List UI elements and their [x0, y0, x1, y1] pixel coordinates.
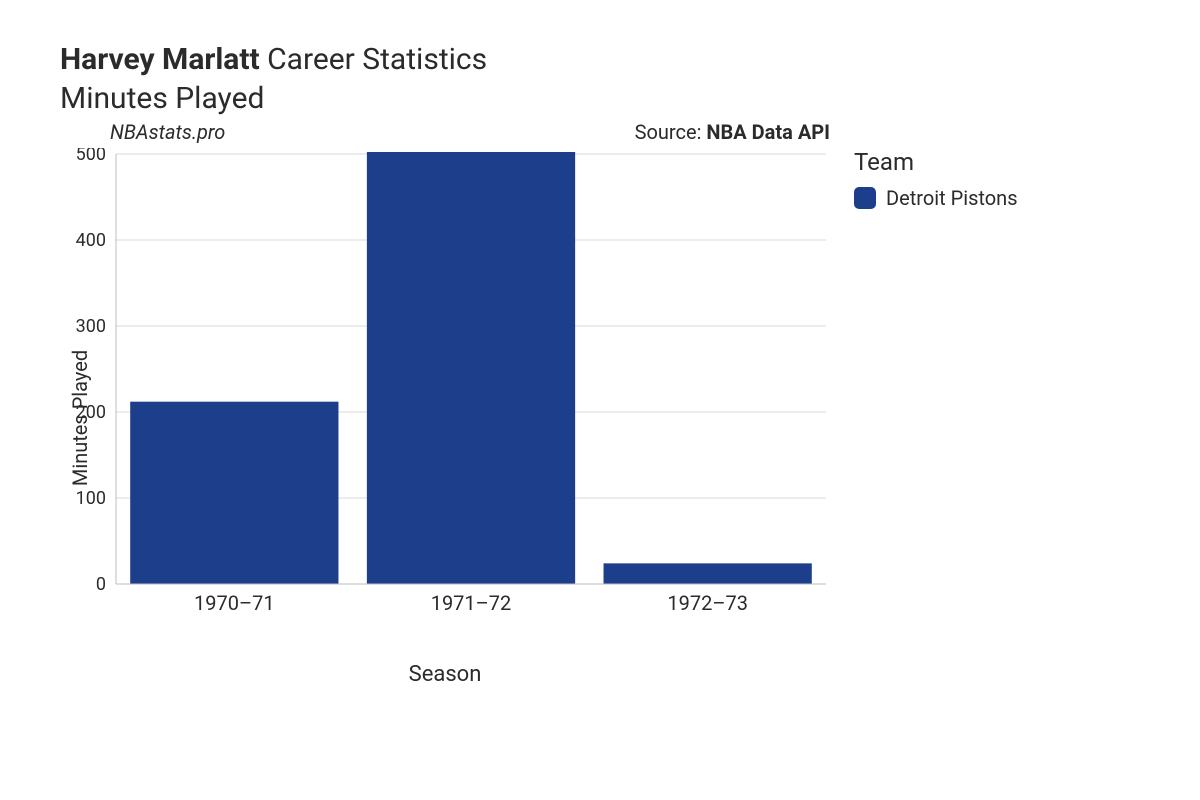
category-label: 1970–71	[194, 591, 275, 615]
bar	[130, 402, 338, 584]
player-name: Harvey Marlatt	[60, 42, 260, 77]
source-name: NBA Data API	[706, 120, 830, 144]
source-label: Source:	[635, 120, 707, 144]
category-label: 1972–73	[667, 591, 748, 615]
bar-chart-plot: 01002003004005001970–711971–721972–73	[60, 148, 830, 618]
svg-text:500: 500	[76, 148, 106, 165]
legend-title: Team	[854, 148, 1018, 176]
title-subtitle: Minutes Played	[60, 79, 1160, 118]
bar	[604, 563, 812, 584]
svg-text:100: 100	[76, 488, 106, 509]
category-label: 1971–72	[431, 591, 512, 615]
annotation-row: NBAstats.pro Source: NBA Data API	[60, 120, 830, 144]
x-axis-label: Season	[60, 662, 830, 687]
title-block: Harvey Marlatt Career Statistics Minutes…	[60, 40, 1160, 118]
legend-swatch	[854, 187, 876, 209]
title-suffix: Career Statistics	[267, 42, 487, 77]
legend-item-label: Detroit Pistons	[886, 186, 1018, 210]
site-watermark: NBAstats.pro	[60, 120, 225, 144]
svg-text:300: 300	[76, 316, 106, 337]
chart-area: NBAstats.pro Source: NBA Data API Minute…	[60, 148, 1160, 687]
title-line-1: Harvey Marlatt Career Statistics	[60, 40, 1160, 79]
bar	[367, 152, 575, 584]
plot-wrap: NBAstats.pro Source: NBA Data API Minute…	[60, 148, 830, 687]
svg-text:0: 0	[96, 574, 106, 595]
chart-container: Harvey Marlatt Career Statistics Minutes…	[0, 0, 1200, 800]
y-axis-label: Minutes Played	[68, 349, 92, 485]
legend: Team Detroit Pistons	[854, 148, 1018, 210]
legend-item: Detroit Pistons	[854, 186, 1018, 210]
svg-text:400: 400	[76, 230, 106, 251]
legend-items: Detroit Pistons	[854, 186, 1018, 210]
source-credit: Source: NBA Data API	[635, 120, 830, 144]
